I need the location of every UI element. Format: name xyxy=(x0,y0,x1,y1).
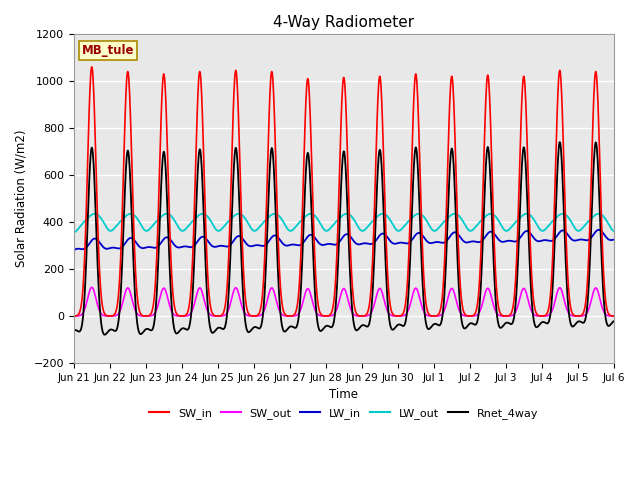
SW_in xyxy=(88,64,95,70)
SW_out xyxy=(190,301,198,307)
LW_in xyxy=(498,239,506,245)
Line: LW_in: LW_in xyxy=(74,230,613,250)
LW_in xyxy=(609,237,617,242)
LW_in xyxy=(595,227,603,233)
SW_out xyxy=(428,313,435,319)
Rnet_4way xyxy=(190,259,198,265)
Text: MB_tule: MB_tule xyxy=(82,44,134,57)
Legend: SW_in, SW_out, LW_in, LW_out, Rnet_4way: SW_in, SW_out, LW_in, LW_out, Rnet_4way xyxy=(145,404,543,423)
SW_in xyxy=(177,313,185,319)
LW_out xyxy=(251,228,259,234)
X-axis label: Time: Time xyxy=(329,388,358,401)
Line: LW_out: LW_out xyxy=(74,214,613,232)
LW_in xyxy=(190,243,198,249)
Rnet_4way xyxy=(498,324,506,330)
SW_out xyxy=(177,313,185,319)
SW_out xyxy=(609,313,617,319)
SW_out xyxy=(70,313,77,319)
LW_in xyxy=(250,243,258,249)
LW_in xyxy=(428,240,435,246)
LW_in xyxy=(177,244,184,250)
LW_out xyxy=(70,229,77,235)
Rnet_4way xyxy=(70,327,77,333)
Rnet_4way xyxy=(251,324,259,330)
SW_in xyxy=(70,313,77,319)
Rnet_4way xyxy=(546,316,554,322)
LW_out xyxy=(546,221,554,227)
SW_in xyxy=(546,300,554,305)
Line: SW_in: SW_in xyxy=(74,67,613,316)
Line: SW_out: SW_out xyxy=(74,288,613,316)
LW_out xyxy=(127,211,134,216)
SW_out xyxy=(88,285,95,290)
LW_in xyxy=(70,247,77,253)
SW_out xyxy=(251,313,259,319)
Line: Rnet_4way: Rnet_4way xyxy=(74,142,613,335)
SW_in xyxy=(190,214,198,219)
Y-axis label: Solar Radiation (W/m2): Solar Radiation (W/m2) xyxy=(15,130,28,267)
LW_out xyxy=(190,217,198,223)
LW_in xyxy=(545,238,553,244)
LW_out xyxy=(498,224,506,229)
SW_in xyxy=(251,313,259,319)
LW_out xyxy=(177,228,185,233)
Rnet_4way xyxy=(177,326,185,332)
LW_out xyxy=(609,228,617,234)
Rnet_4way xyxy=(556,139,564,145)
SW_in xyxy=(498,312,506,318)
Rnet_4way xyxy=(100,332,108,337)
SW_in xyxy=(609,313,617,319)
SW_out xyxy=(546,312,554,317)
Rnet_4way xyxy=(609,319,617,324)
LW_out xyxy=(428,226,435,232)
SW_out xyxy=(498,313,506,319)
Title: 4-Way Radiometer: 4-Way Radiometer xyxy=(273,15,414,30)
Rnet_4way xyxy=(428,324,435,329)
SW_in xyxy=(428,313,435,319)
